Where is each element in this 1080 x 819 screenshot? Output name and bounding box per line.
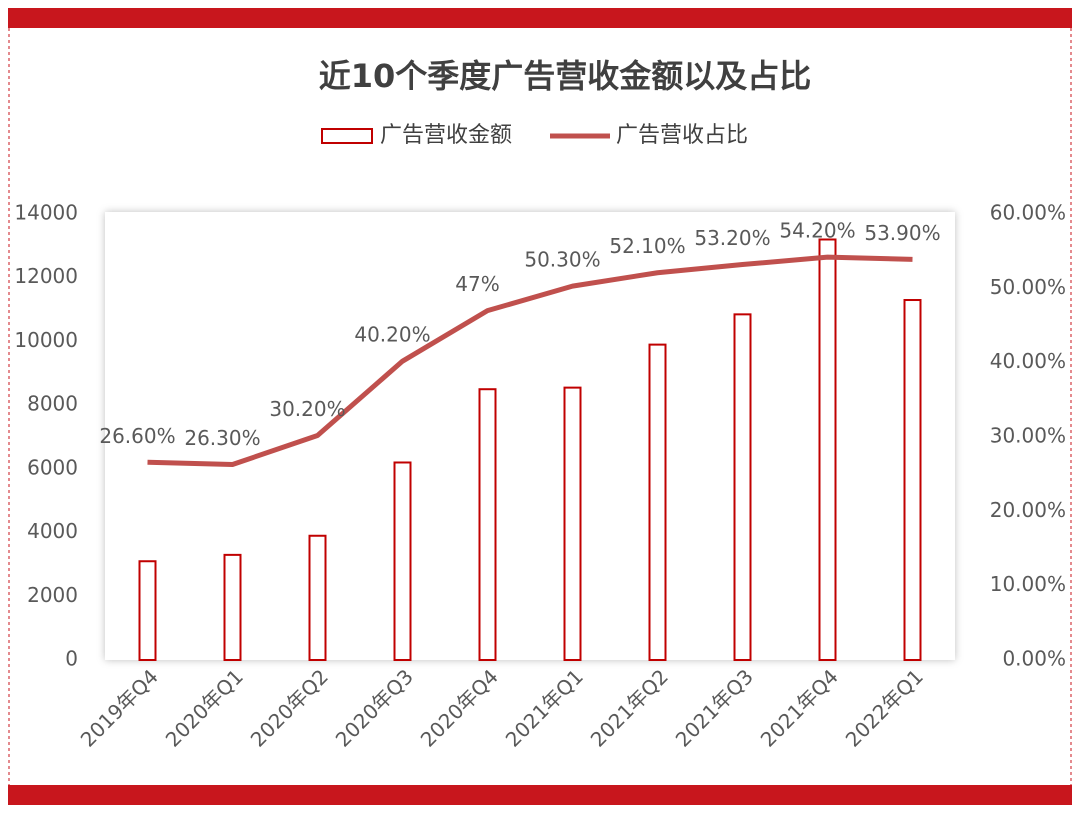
x-tick-label: 2021年Q3 bbox=[671, 664, 758, 751]
y-tick-label: 10000 bbox=[14, 328, 78, 352]
bar bbox=[818, 238, 837, 661]
bar bbox=[138, 560, 157, 661]
bar bbox=[563, 386, 582, 661]
bar bbox=[393, 461, 412, 661]
y2-tick-label: 30.00% bbox=[990, 424, 1066, 448]
bar bbox=[308, 534, 327, 661]
data-label: 52.10% bbox=[609, 234, 685, 258]
y2-tick-label: 10.00% bbox=[990, 572, 1066, 596]
bar bbox=[223, 553, 242, 661]
legend-label: 广告营收占比 bbox=[616, 123, 748, 148]
x-tick-label: 2020年Q2 bbox=[246, 664, 333, 751]
data-label: 26.30% bbox=[184, 426, 260, 450]
x-tick-label: 2020年Q3 bbox=[331, 664, 418, 751]
bar bbox=[733, 313, 752, 661]
y-tick-label: 14000 bbox=[14, 201, 78, 225]
y-tick-label: 2000 bbox=[27, 583, 78, 607]
top-band bbox=[8, 8, 1072, 28]
y-tick-label: 12000 bbox=[14, 264, 78, 288]
bottom-band bbox=[8, 785, 1072, 805]
data-label: 53.90% bbox=[864, 221, 940, 245]
legend-label: 广告营收金额 bbox=[380, 123, 512, 148]
y2-tick-label: 60.00% bbox=[990, 201, 1066, 225]
x-tick-label: 2021年Q2 bbox=[586, 664, 673, 751]
x-tick-label: 2022年Q1 bbox=[841, 664, 928, 751]
bar bbox=[903, 299, 922, 661]
x-tick-label: 2021年Q4 bbox=[756, 664, 843, 751]
x-tick-label: 2020年Q4 bbox=[416, 664, 503, 751]
bar bbox=[478, 388, 497, 661]
line bbox=[147, 254, 913, 468]
x-tick-label: 2021年Q1 bbox=[501, 664, 588, 751]
y-tick-label: 4000 bbox=[27, 519, 78, 543]
y2-tick-label: 0.00% bbox=[1002, 647, 1066, 671]
data-label: 53.20% bbox=[694, 226, 770, 250]
y2-tick-label: 50.00% bbox=[990, 275, 1066, 299]
legend-icon bbox=[321, 128, 373, 144]
y-tick-label: 8000 bbox=[27, 392, 78, 416]
y-tick-label: 0 bbox=[65, 647, 78, 671]
plot-area bbox=[105, 212, 955, 660]
data-label: 40.20% bbox=[354, 323, 430, 347]
x-tick-label: 2019年Q4 bbox=[76, 664, 163, 751]
data-label: 30.20% bbox=[269, 397, 345, 421]
data-label: 54.20% bbox=[779, 219, 855, 243]
chart-title: 近10个季度广告营收金额以及占比 bbox=[319, 57, 812, 95]
y2-tick-label: 20.00% bbox=[990, 498, 1066, 522]
y2-tick-label: 40.00% bbox=[990, 349, 1066, 373]
y-tick-label: 6000 bbox=[27, 455, 78, 479]
data-label: 47% bbox=[455, 272, 499, 296]
data-label: 50.30% bbox=[524, 248, 600, 272]
bar bbox=[648, 343, 667, 661]
x-tick-label: 2020年Q1 bbox=[161, 664, 248, 751]
data-label: 26.60% bbox=[99, 424, 175, 448]
